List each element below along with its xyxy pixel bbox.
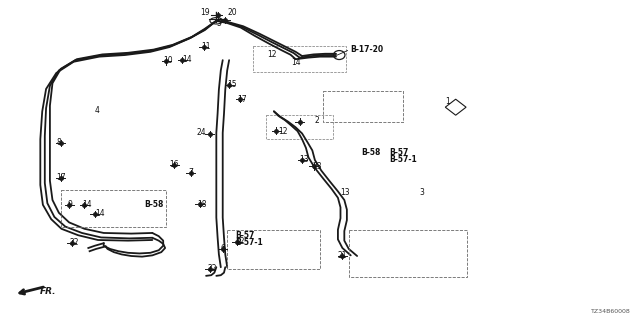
Bar (61, 190, 166, 227)
Text: B-57-1: B-57-1 (236, 238, 263, 247)
Text: 11: 11 (202, 42, 211, 51)
Text: 23: 23 (312, 162, 322, 171)
Text: 13: 13 (300, 155, 309, 164)
Text: 2: 2 (315, 116, 319, 124)
Text: 3: 3 (419, 188, 424, 196)
Text: 14: 14 (95, 209, 104, 218)
Text: B-58: B-58 (362, 148, 381, 156)
Text: 22: 22 (69, 238, 79, 247)
Text: 7: 7 (189, 168, 194, 177)
Text: 1: 1 (445, 97, 449, 106)
Bar (253, 46, 346, 72)
Text: B-58: B-58 (144, 200, 163, 209)
Text: 8: 8 (56, 138, 61, 147)
Text: 22: 22 (208, 264, 218, 273)
Text: B-57-1: B-57-1 (389, 155, 417, 164)
Bar (349, 230, 467, 277)
Text: 12: 12 (278, 127, 288, 136)
Text: 14: 14 (291, 58, 301, 67)
Text: 16: 16 (170, 160, 179, 169)
Text: 4: 4 (95, 106, 100, 115)
Text: 6: 6 (221, 244, 226, 252)
Text: 5: 5 (216, 19, 221, 28)
Text: B-57: B-57 (236, 231, 255, 240)
Text: 9: 9 (67, 200, 72, 209)
Text: 14: 14 (82, 200, 92, 209)
Text: 12: 12 (268, 50, 277, 59)
Text: 21: 21 (338, 251, 348, 260)
Text: 14: 14 (182, 55, 192, 64)
Bar (323, 91, 403, 122)
Text: 24: 24 (196, 128, 206, 137)
Text: B-17-20: B-17-20 (351, 45, 384, 54)
Text: 17: 17 (56, 173, 66, 182)
Text: 18: 18 (197, 200, 207, 209)
Text: 19: 19 (200, 8, 210, 17)
Text: 17: 17 (237, 95, 246, 104)
Bar (227, 230, 320, 269)
Text: B-57: B-57 (389, 148, 408, 156)
Text: 20: 20 (227, 8, 237, 17)
Text: 10: 10 (163, 56, 173, 65)
Bar (266, 115, 333, 139)
Text: 15: 15 (227, 80, 237, 89)
Text: 13: 13 (340, 188, 350, 196)
Text: TZ34B60008: TZ34B60008 (591, 308, 630, 314)
Text: FR.: FR. (40, 287, 56, 296)
Text: 12: 12 (236, 237, 245, 246)
